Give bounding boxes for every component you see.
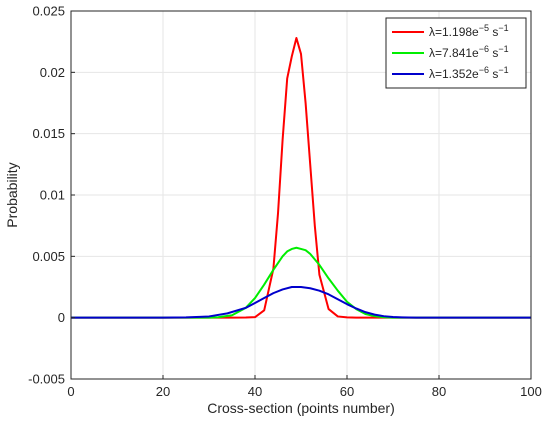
legend-label: λ=1.352e−6 s−1 (429, 65, 509, 81)
series-line-1 (71, 36, 531, 319)
series-lines (71, 36, 531, 319)
y-tick-label: 0.01 (40, 188, 65, 203)
y-tick-label: 0.02 (40, 65, 65, 80)
y-tick-label: 0 (58, 310, 65, 325)
legend: λ=1.198e−5 s−1 λ=7.841e−6 s−1 λ=1.352e−6 s… (385, 17, 527, 89)
y-tick-label: 0.015 (32, 126, 65, 141)
x-tick-label: 20 (156, 384, 170, 399)
series-line-2 (71, 246, 531, 319)
x-tick-label: 40 (248, 384, 262, 399)
y-tick-label: -0.005 (28, 372, 65, 387)
series-line-3 (71, 286, 531, 319)
x-tick-label: 0 (67, 384, 74, 399)
y-axis-ticks: -0.005 0 0.005 0.01 0.015 0.02 0.025 (28, 4, 75, 387)
x-tick-label: 80 (432, 384, 446, 399)
y-axis-label: Probability (4, 162, 20, 227)
x-tick-label: 60 (340, 384, 354, 399)
x-axis-label: Cross-section (points number) (207, 400, 395, 416)
y-tick-label: 0.005 (32, 249, 65, 264)
legend-label: λ=7.841e−6 s−1 (429, 44, 509, 60)
x-axis-ticks: 0 20 40 60 80 100 (67, 375, 542, 399)
legend-label: λ=1.198e−5 s−1 (429, 23, 509, 39)
y-tick-label: 0.025 (32, 4, 65, 19)
x-tick-label: 100 (520, 384, 542, 399)
